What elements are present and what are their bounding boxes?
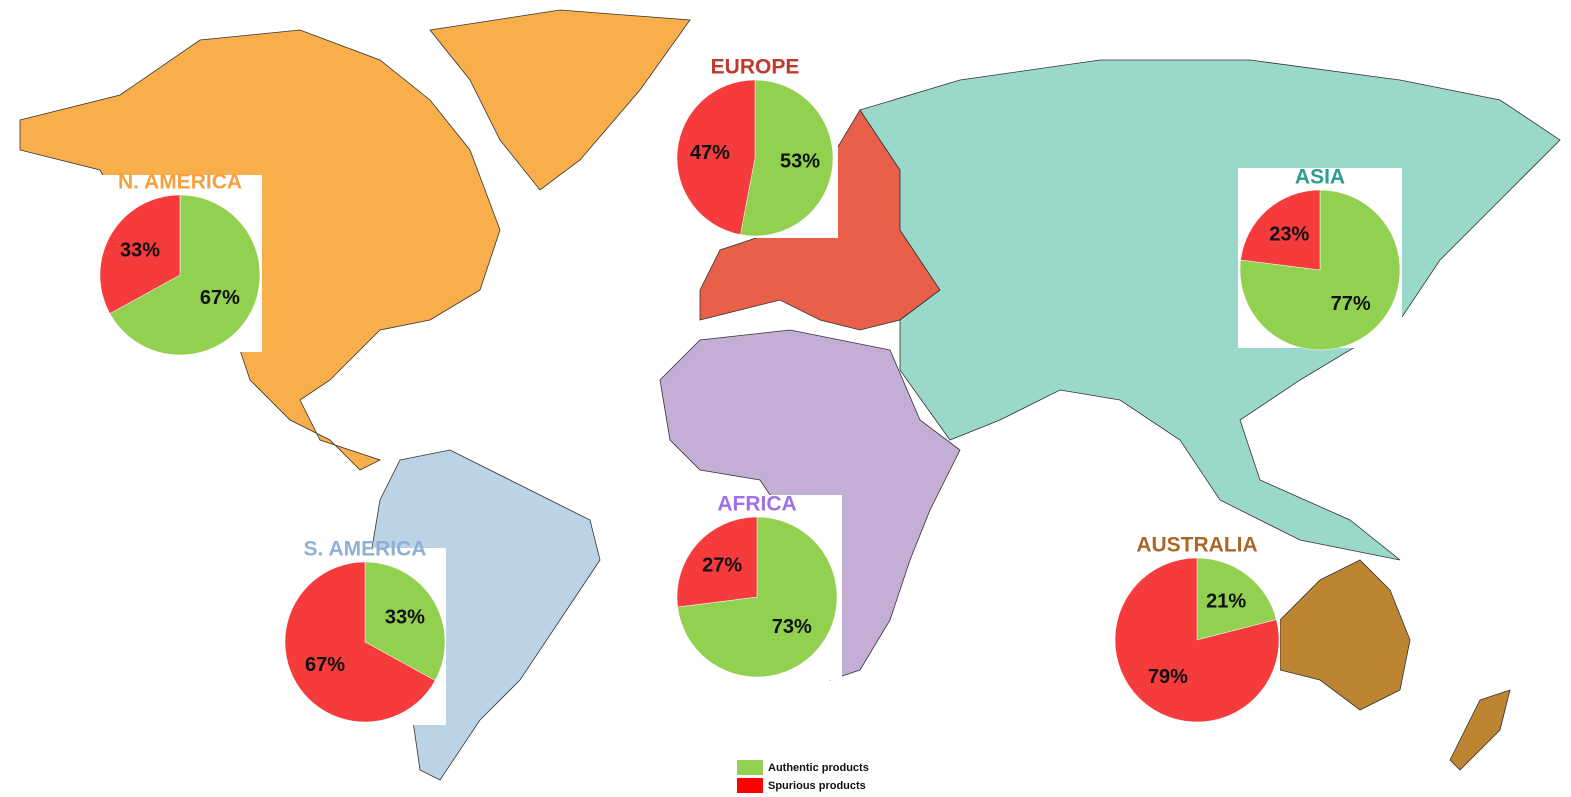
pie-value-label: 27% xyxy=(702,555,742,577)
legend: Authentic products Spurious products xyxy=(737,760,869,793)
australia xyxy=(1279,559,1411,711)
pie-value-label: 33% xyxy=(385,607,425,629)
pie-value-label: 21% xyxy=(1206,591,1246,613)
pie-title: S. AMERICA xyxy=(304,538,427,561)
pie-slice xyxy=(677,516,838,678)
pie-value-label: 33% xyxy=(120,240,160,262)
pie-slice xyxy=(676,79,756,235)
legend-label: Spurious products xyxy=(768,780,866,792)
pie-chart: ASIA 77% 23% xyxy=(1238,166,1402,351)
pie-slice xyxy=(364,561,446,681)
pie-slice xyxy=(676,516,758,608)
pie-title: ASIA xyxy=(1295,166,1345,189)
legend-label: Authentic products xyxy=(768,762,869,774)
pie-title: N. AMERICA xyxy=(118,171,242,194)
pie-title: AUSTRALIA xyxy=(1136,534,1257,557)
pie-chart: AUSTRALIA 21% 79% xyxy=(1114,534,1280,725)
pie-value-label: 23% xyxy=(1269,223,1309,245)
pie-value-label: 67% xyxy=(305,654,345,676)
pie-slice xyxy=(284,561,436,723)
pie-value-label: 53% xyxy=(780,151,820,173)
greenland xyxy=(429,9,691,191)
pie-slice xyxy=(1240,189,1321,271)
pie-slice xyxy=(109,194,261,356)
asia xyxy=(859,59,1561,561)
pie-charts: N. AMERICA 67% 33% EUROPE 53% 47% ASIA 77% 23% AF… xyxy=(99,56,1402,725)
pie-slice xyxy=(1114,557,1280,723)
pie-title: EUROPE xyxy=(711,56,800,79)
pie-value-label: 47% xyxy=(690,142,730,164)
pie-value-label: 67% xyxy=(200,287,240,309)
legend-swatch xyxy=(737,778,763,793)
pie-value-label: 73% xyxy=(772,616,812,638)
pie-chart: N. AMERICA 67% 33% xyxy=(99,171,262,356)
pie-slice xyxy=(99,194,181,314)
pie-value-label: 77% xyxy=(1331,293,1371,315)
legend-swatch xyxy=(737,760,763,775)
pie-value-label: 79% xyxy=(1148,666,1188,688)
pie-slice xyxy=(740,79,834,237)
pie-slice xyxy=(1196,557,1277,641)
pie-chart: AFRICA 73% 27% xyxy=(672,493,842,680)
pie-chart: EUROPE 53% 47% xyxy=(672,56,838,238)
new-zealand xyxy=(1449,689,1511,771)
pie-title: AFRICA xyxy=(717,493,796,516)
pie-chart: S. AMERICA 33% 67% xyxy=(284,538,446,725)
